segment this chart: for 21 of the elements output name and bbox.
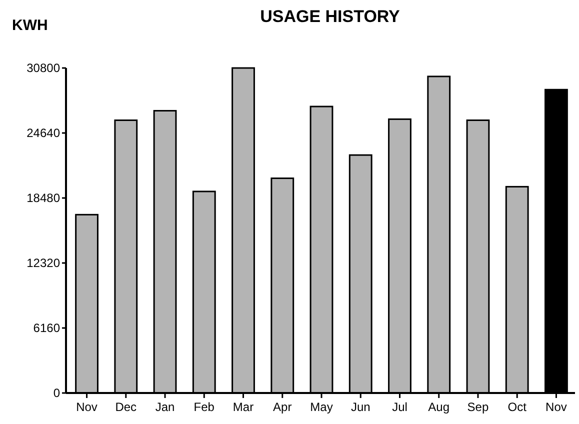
x-tick-label: Dec (115, 400, 137, 414)
x-tick-label: Mar (232, 400, 254, 414)
x-tick-label: Feb (194, 400, 215, 414)
x-tick-label: May (310, 400, 333, 414)
x-tick-label: Oct (508, 400, 528, 414)
x-tick-label: Aug (428, 400, 450, 414)
x-tick-label: Nov (546, 400, 567, 414)
x-tick-label: Apr (273, 400, 292, 414)
y-tick-label: 12320 (26, 256, 60, 270)
x-tick-label: Jul (392, 400, 408, 414)
y-tick-label: 24640 (26, 126, 60, 140)
y-tick-label: 0 (53, 386, 60, 400)
x-tick-label: Jan (155, 400, 175, 414)
x-tick-label: Nov (76, 400, 98, 414)
y-tick-label: 18480 (26, 191, 60, 206)
chart-title: USAGE HISTORY (260, 7, 401, 26)
x-tick-label: Jun (350, 400, 370, 414)
y-axis-title: KWH (12, 17, 48, 34)
y-tick-label: 6160 (33, 321, 60, 336)
y-tick-label: 30800 (26, 61, 60, 76)
x-tick-label: Sep (467, 400, 489, 414)
